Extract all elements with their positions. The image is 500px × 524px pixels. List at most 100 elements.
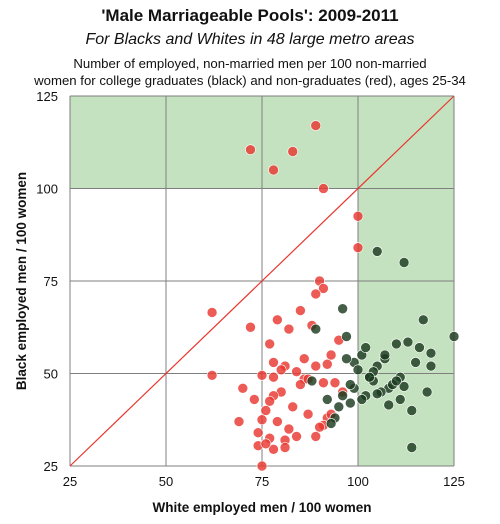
black-point — [402, 336, 414, 348]
black-point — [360, 342, 371, 353]
black-point — [448, 331, 460, 342]
black-point — [356, 394, 368, 405]
red-point — [321, 358, 333, 370]
red-point — [287, 401, 299, 413]
red-point — [275, 364, 287, 376]
red-point — [325, 349, 337, 361]
black-point — [391, 375, 402, 387]
red-point — [268, 444, 279, 455]
red-point — [264, 395, 275, 407]
red-point — [291, 431, 302, 442]
black-point — [352, 364, 364, 376]
red-point — [272, 314, 283, 326]
red-point — [260, 405, 272, 416]
red-point — [283, 323, 295, 335]
tick-labels: 25 50 75 100 125 25 50 75 100 125 — [36, 89, 465, 489]
x-tick-label: 100 — [347, 474, 369, 489]
black-point — [337, 303, 348, 315]
chart-subtitle: For Blacks and Whites in 48 large metro … — [85, 31, 415, 48]
red-point — [318, 377, 329, 389]
black-point — [345, 397, 356, 409]
x-tick-label: 75 — [255, 474, 269, 489]
red-point — [206, 370, 218, 381]
black-point — [333, 401, 345, 413]
description-line-2: women for college graduates (black) and … — [34, 73, 466, 88]
black-point — [371, 246, 383, 257]
red-point — [245, 144, 256, 155]
red-point — [268, 371, 279, 383]
black-point — [341, 331, 352, 342]
red-point — [245, 321, 256, 333]
black-point — [398, 381, 410, 392]
red-point — [260, 438, 272, 450]
red-point — [279, 442, 291, 453]
y-tick-label: 75 — [44, 274, 58, 289]
red-point — [310, 120, 322, 131]
black-point — [410, 357, 421, 368]
reference-line-y-equals-x — [69, 95, 455, 467]
black-point — [406, 405, 418, 416]
y-tick-label: 100 — [36, 182, 58, 197]
red-point — [283, 423, 295, 435]
y-tick-label: 50 — [44, 367, 58, 382]
black-point — [306, 375, 318, 387]
red-point — [268, 357, 279, 368]
black-point — [325, 418, 337, 429]
black-point — [394, 394, 406, 405]
red-point — [249, 394, 260, 405]
description-line-1: Number of employed, non-married men per … — [73, 56, 427, 71]
black-point — [371, 388, 383, 400]
shaded-region-black-above-100 — [70, 96, 358, 189]
red-point — [310, 360, 322, 372]
x-tick-label: 125 — [443, 474, 465, 489]
black-point — [321, 394, 333, 405]
red-point — [237, 382, 249, 394]
black-point — [310, 323, 322, 335]
data-points — [206, 120, 460, 472]
black-point — [391, 338, 402, 350]
y-tick-label: 125 — [36, 89, 58, 104]
red-point — [268, 164, 279, 176]
black-point — [364, 371, 375, 383]
black-point — [417, 314, 429, 326]
red-point — [287, 146, 299, 157]
black-point — [379, 349, 391, 361]
red-point — [318, 183, 329, 194]
black-point — [341, 353, 352, 365]
red-point — [329, 377, 341, 389]
red-point — [295, 305, 306, 316]
black-point — [398, 257, 410, 268]
red-point — [352, 210, 364, 222]
black-point — [421, 386, 433, 398]
black-point — [383, 399, 395, 411]
red-point — [302, 408, 314, 420]
black-point — [414, 342, 425, 353]
red-point — [295, 379, 306, 390]
chart-description: Number of employed, non-married men per … — [0, 55, 500, 89]
red-point — [314, 421, 325, 433]
black-point — [425, 347, 437, 359]
y-tick-label: 25 — [44, 459, 58, 474]
red-point — [233, 416, 245, 427]
black-point — [337, 390, 348, 402]
red-point — [256, 460, 268, 472]
x-tick-label: 25 — [63, 474, 77, 489]
red-point — [318, 283, 329, 294]
chart-title: 'Male Marriageable Pools': 2009-2011 — [101, 6, 399, 25]
black-point — [345, 379, 356, 390]
red-point — [252, 427, 264, 439]
red-point — [352, 242, 364, 253]
red-point — [272, 416, 283, 427]
red-point — [264, 338, 275, 350]
black-point — [406, 442, 418, 453]
red-point — [310, 431, 322, 442]
red-point — [206, 307, 218, 318]
red-point — [291, 366, 302, 377]
x-axis-label: White employed men / 100 women — [152, 500, 371, 515]
red-point — [310, 288, 322, 300]
red-point — [256, 370, 268, 381]
red-point — [298, 353, 310, 365]
red-point — [256, 414, 268, 426]
black-point — [425, 360, 437, 372]
